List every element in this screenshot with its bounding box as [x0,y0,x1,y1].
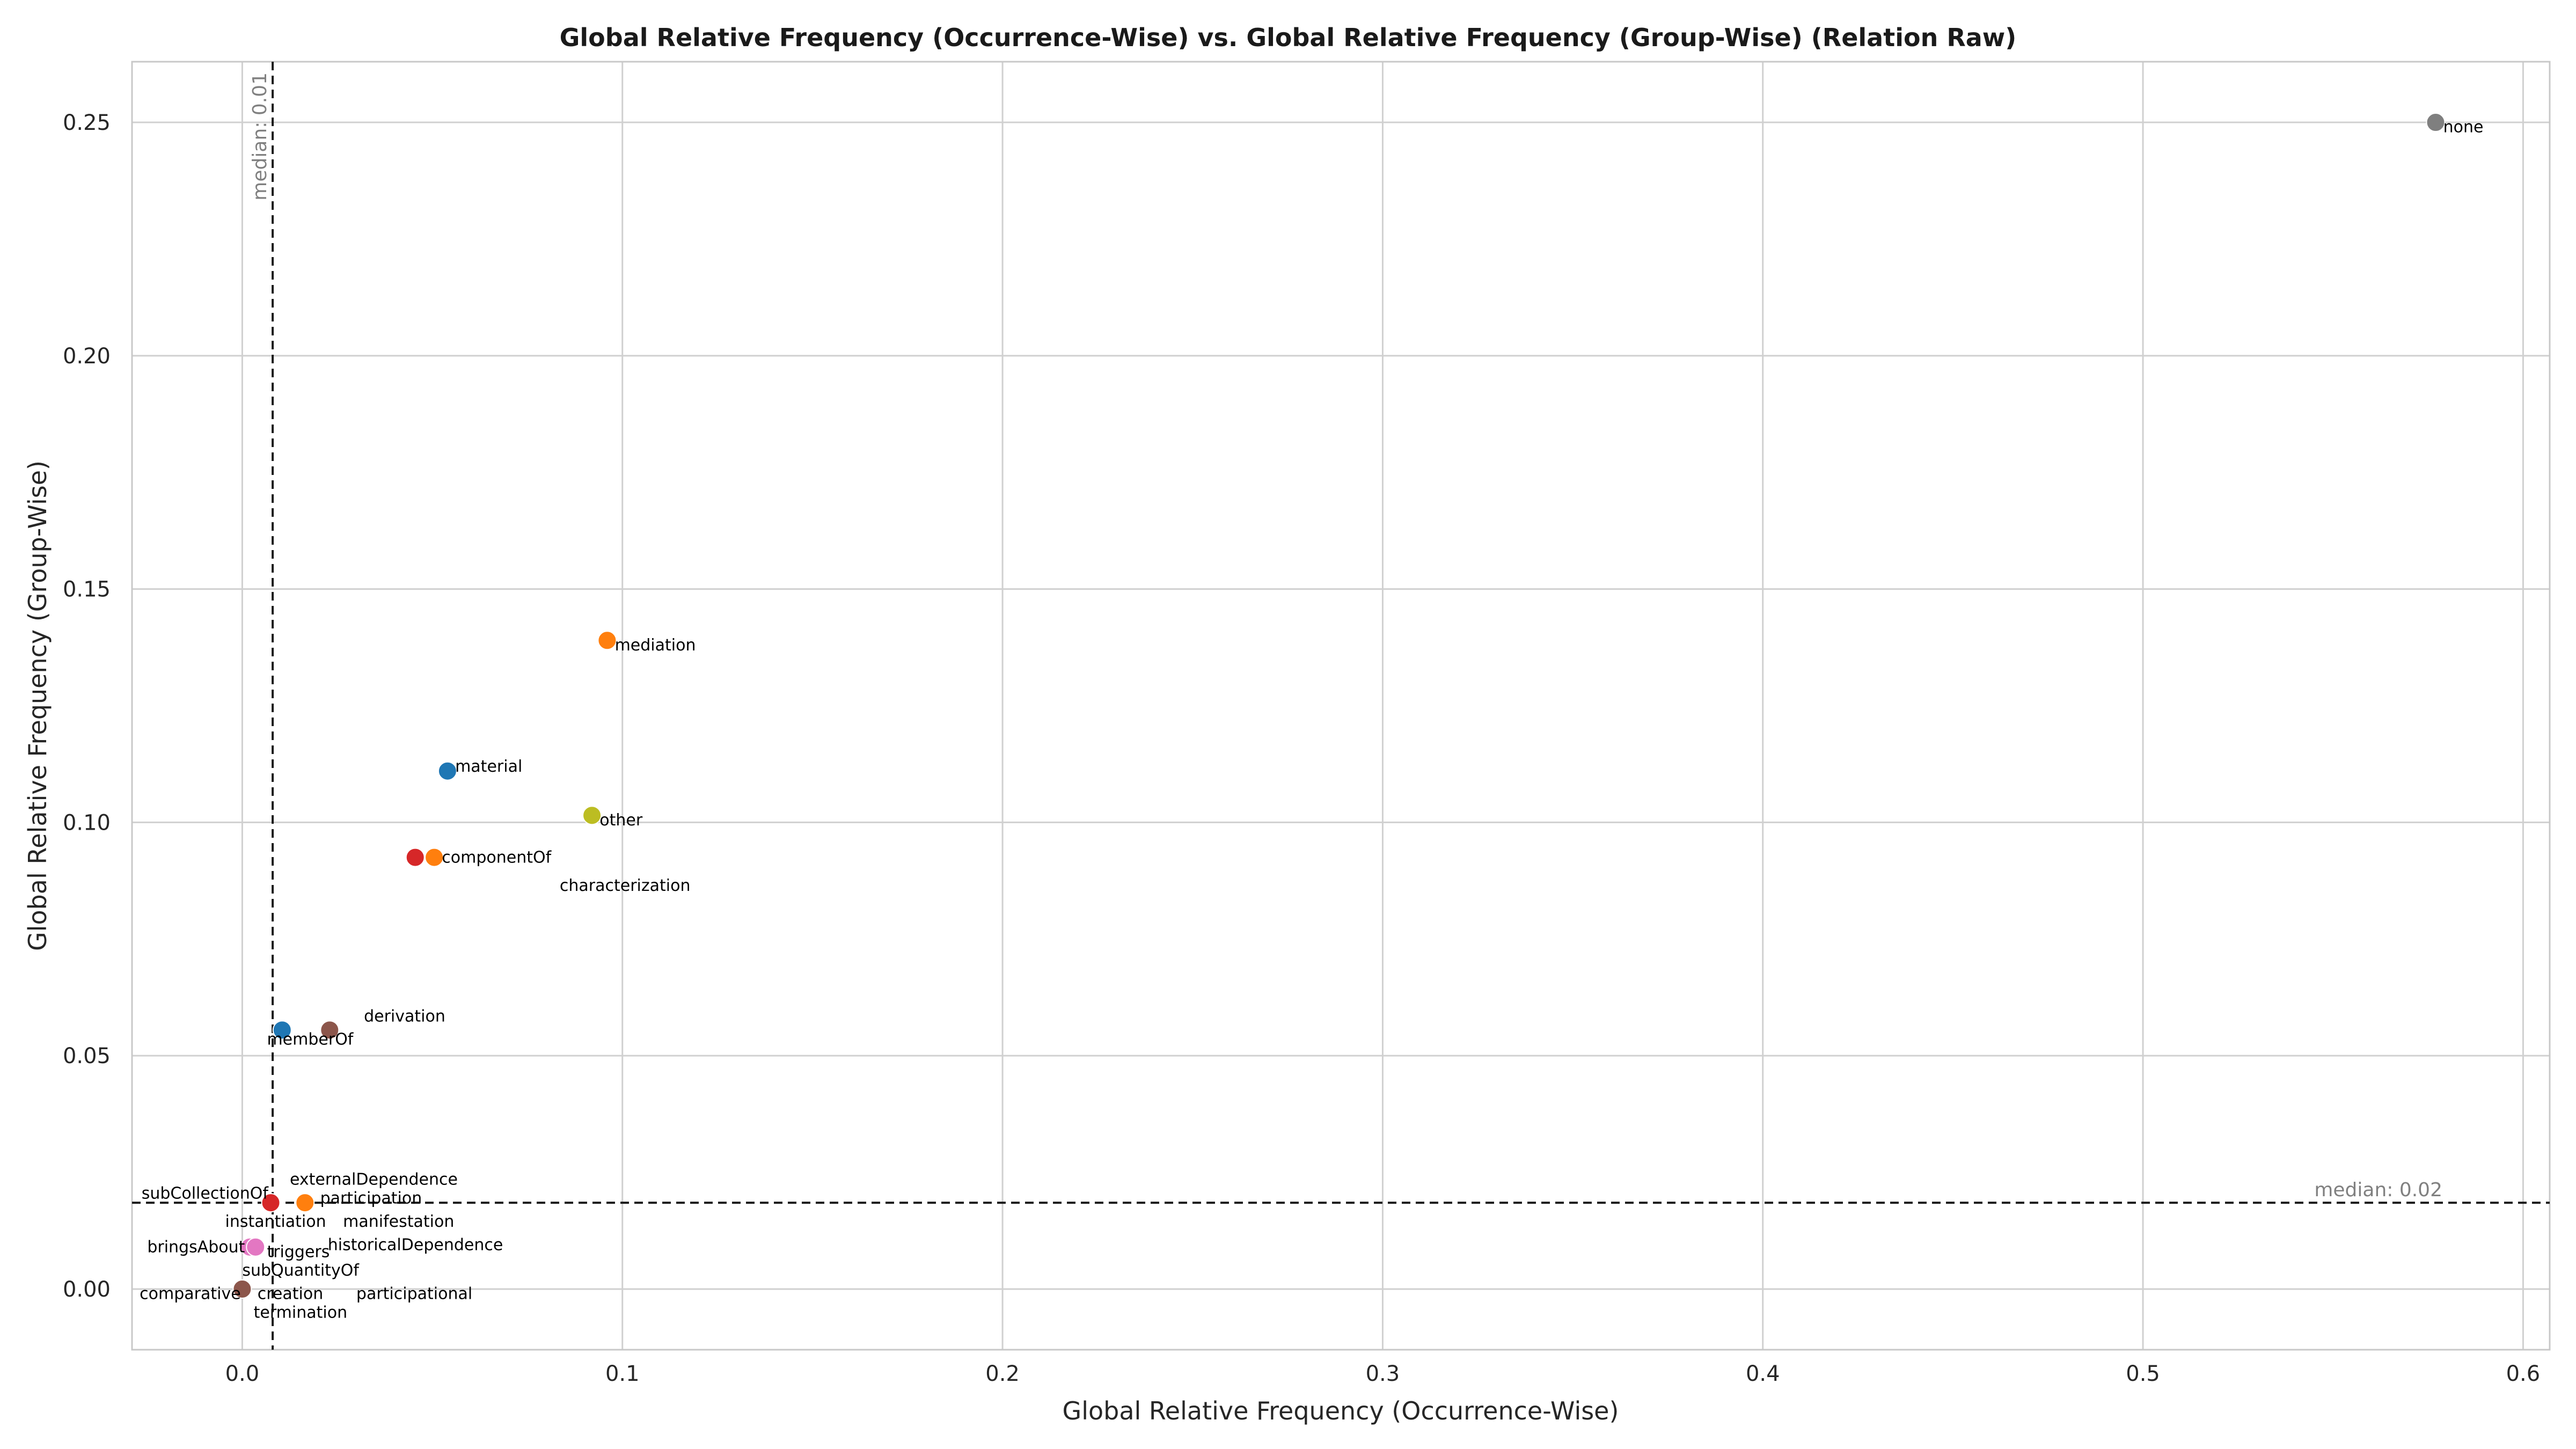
y-tick-label: 0.05 [63,1044,111,1069]
x-median-label: median: 0.01 [249,72,271,201]
data-point [437,761,457,781]
y-tick-label: 0.00 [63,1277,111,1302]
y-tick-label: 0.15 [63,577,111,602]
data-point [295,1193,315,1213]
point-label: mediation [615,636,696,655]
point-label: componentOf [442,848,552,867]
point-label: termination [254,1303,347,1322]
grid-lines [132,62,2550,1350]
x-tick-label: 0.4 [1746,1362,1780,1386]
point-label: memberOf [267,1030,354,1049]
point-label: subCollectionOf [142,1184,269,1203]
point-label: externalDependence [290,1170,458,1189]
y-tick-label: 0.20 [63,344,111,369]
data-point [232,1279,252,1299]
point-label: historicalDependence [328,1235,503,1254]
x-tick-label: 0.6 [2506,1362,2541,1386]
tick-labels: 0.0 0.1 0.2 0.3 0.4 0.5 0.6 0.00 0.05 0.10 0.15 0.2… [63,111,2540,1386]
data-point [582,806,602,825]
point-label: manifestation [343,1212,454,1231]
data-point [246,1237,266,1257]
point-label: creation [258,1285,323,1304]
point-label: material [455,757,522,776]
y-tick-label: 0.10 [63,810,111,835]
median-lines: median: 0.01 median: 0.02 [132,62,2550,1350]
point-labels: none mediation material other characterizati… [140,118,2483,1322]
data-point [597,631,617,650]
x-tick-label: 0.2 [985,1362,1020,1386]
point-label: triggers [267,1242,330,1261]
data-point [425,847,444,867]
x-tick-label: 0.1 [605,1362,640,1386]
data-point [261,1193,281,1213]
data-point [272,1020,292,1040]
data-points [232,113,2446,1299]
point-label: characterization [560,876,691,895]
data-point [320,1020,340,1040]
plot-area [131,61,2551,1351]
point-label: participation [320,1189,422,1208]
point-label: derivation [364,1007,445,1026]
point-label: instantiation [225,1212,326,1231]
point-label: other [599,811,643,830]
y-tick-label: 0.25 [63,111,111,135]
x-tick-label: 0.3 [1366,1362,1400,1386]
x-tick-label: 0.5 [2126,1362,2160,1386]
data-point [2426,113,2446,133]
x-axis-label: Global Relative Frequency (Occurrence-Wi… [1063,1396,1619,1425]
point-label: comparative [140,1285,241,1304]
y-axis-label: Global Relative Frequency (Group-Wise) [23,460,52,951]
chart-title: Global Relative Frequency (Occurrence-Wi… [560,23,2017,52]
point-label: none [2443,118,2484,137]
data-point [405,847,425,867]
x-tick-label: 0.0 [225,1362,260,1386]
point-label: bringsAbout [147,1238,245,1257]
y-median-label: median: 0.02 [2314,1179,2442,1201]
point-label: participational [356,1285,472,1304]
point-label: subQuantityOf [242,1261,360,1280]
